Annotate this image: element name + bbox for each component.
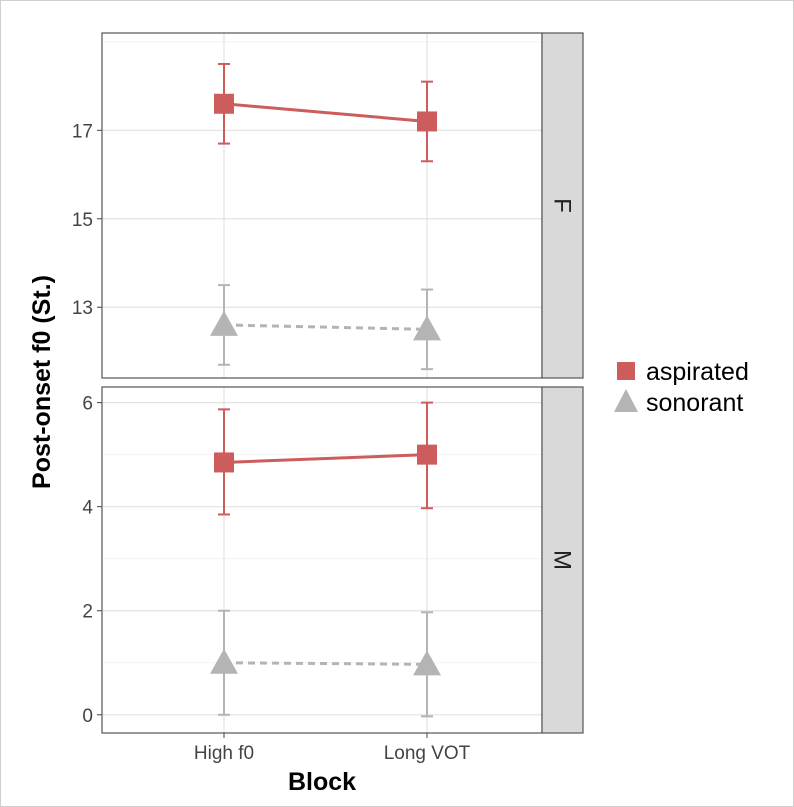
panel-M: 0 2 4 6 M xyxy=(82,386,584,734)
x-axis-title: Block xyxy=(288,768,356,796)
y-tick-label: 4 xyxy=(82,498,93,519)
series-line-aspirated xyxy=(223,453,428,464)
data-point-aspirated xyxy=(417,444,437,465)
series-aspirated xyxy=(214,401,437,516)
y-tick-label: 0 xyxy=(82,706,93,727)
data-point-aspirated xyxy=(417,111,437,132)
legend-key-triangle xyxy=(614,389,638,412)
series-sonorant xyxy=(210,284,441,371)
x-tick-label: High f0 xyxy=(194,743,254,764)
facet-label-M: M xyxy=(549,550,576,570)
panels: 13 15 17 F 0 2 4 6 M High f0 Long VOT xyxy=(72,32,584,764)
data-point-sonorant xyxy=(210,310,238,336)
legend-key-square xyxy=(617,362,635,380)
data-point-sonorant xyxy=(210,648,238,674)
y-tick-label: 2 xyxy=(82,602,93,623)
data-point-sonorant xyxy=(413,315,441,341)
y-tick-label: 6 xyxy=(82,394,93,415)
series-line-sonorant xyxy=(223,661,428,666)
facet-strip xyxy=(541,386,584,734)
panel-F: 13 15 17 F xyxy=(72,32,584,379)
data-point-sonorant xyxy=(413,650,441,676)
legend: aspirated sonorant xyxy=(614,358,749,417)
panel-border xyxy=(101,386,543,734)
legend-item-aspirated: aspirated xyxy=(617,358,749,386)
x-tick-label: Long VOT xyxy=(384,743,471,764)
legend-item-sonorant: sonorant xyxy=(614,389,743,417)
y-axis-title: Post-onset f0 (St.) xyxy=(28,275,56,489)
series-line-sonorant xyxy=(223,323,428,331)
legend-label-sonorant: sonorant xyxy=(646,389,743,417)
series-line-aspirated xyxy=(223,102,428,123)
facet-strip xyxy=(541,32,584,379)
y-tick-label: 15 xyxy=(72,210,93,231)
series-aspirated xyxy=(214,62,437,163)
facet-label-F: F xyxy=(549,198,576,213)
y-tick-label: 17 xyxy=(72,121,93,142)
legend-label-aspirated: aspirated xyxy=(646,358,749,386)
y-tick-label: 13 xyxy=(72,298,93,319)
series-sonorant xyxy=(210,609,441,718)
data-point-aspirated xyxy=(214,93,234,114)
data-point-aspirated xyxy=(214,452,234,473)
